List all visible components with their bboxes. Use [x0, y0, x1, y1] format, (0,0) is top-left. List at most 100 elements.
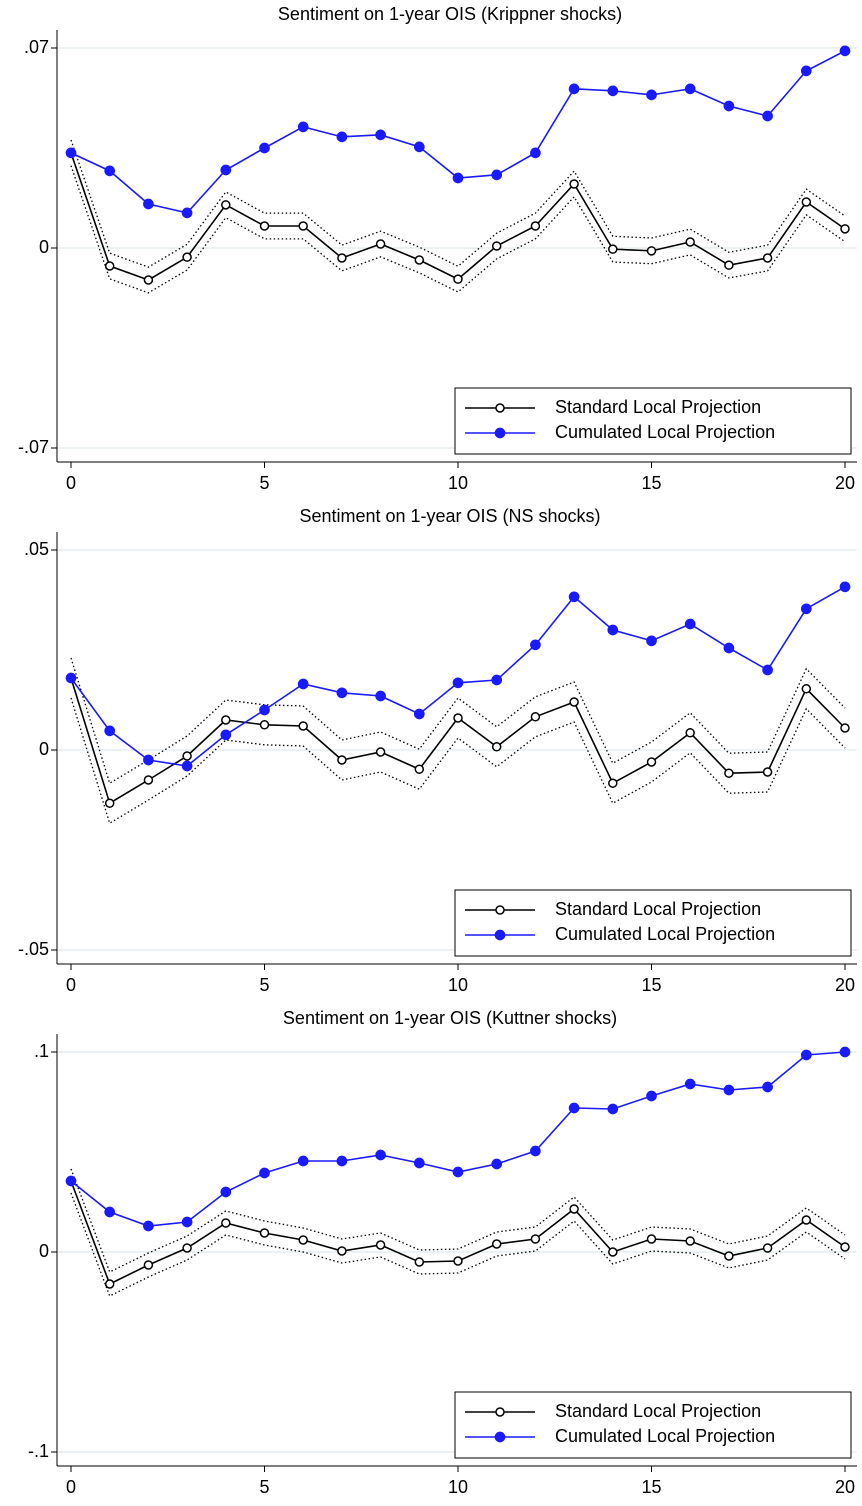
point: [336, 1155, 348, 1167]
point: [684, 618, 696, 630]
point: [453, 274, 463, 284]
x-tick-label: 10: [448, 1477, 468, 1497]
point: [220, 1186, 232, 1198]
y-tick-label: -.05: [18, 939, 49, 959]
point: [452, 1166, 464, 1178]
point: [839, 45, 851, 57]
point: [143, 775, 154, 785]
point: [298, 1235, 308, 1245]
point: [414, 255, 425, 265]
point: [375, 129, 386, 141]
point: [413, 1157, 425, 1169]
legend-marker: [494, 929, 506, 941]
point: [65, 1175, 77, 1187]
point: [259, 1167, 270, 1179]
point: [607, 1103, 619, 1115]
point: [221, 715, 231, 725]
point: [375, 239, 386, 249]
legend-label: Standard Local Projection: [555, 1401, 761, 1421]
point: [762, 664, 773, 676]
point: [491, 674, 503, 686]
point: [530, 147, 541, 159]
point: [221, 200, 231, 210]
legend-marker: [495, 905, 505, 915]
point: [220, 729, 232, 741]
point: [762, 767, 773, 777]
point: [723, 1084, 735, 1096]
point: [491, 742, 502, 752]
x-tick-label: 5: [259, 473, 269, 493]
point: [646, 1234, 657, 1244]
y-tick-label: 0: [39, 1241, 49, 1261]
point: [646, 1090, 657, 1102]
panel: Sentiment on 1-year OIS (Kuttner shocks)…: [28, 1008, 857, 1497]
chart-title: Sentiment on 1-year OIS (Krippner shocks…: [278, 4, 622, 24]
point: [646, 246, 657, 256]
point: [608, 778, 618, 788]
point: [569, 179, 579, 189]
y-tick-label: -.07: [18, 437, 49, 457]
point: [723, 100, 735, 112]
point: [491, 241, 502, 251]
point: [607, 85, 619, 97]
point: [685, 728, 695, 738]
point: [259, 1228, 270, 1238]
x-tick-label: 15: [641, 473, 661, 493]
legend-marker: [495, 1407, 505, 1417]
panel: Sentiment on 1-year OIS (Krippner shocks…: [18, 4, 857, 493]
y-tick-label: .07: [24, 37, 49, 57]
legend-box: [454, 387, 852, 455]
y-tick-label: .05: [24, 539, 49, 559]
point: [491, 1158, 503, 1170]
point: [800, 65, 812, 77]
point: [800, 1049, 812, 1061]
series-line: [70, 677, 846, 805]
point: [375, 1149, 386, 1161]
point: [685, 237, 695, 247]
y-tick-label: 0: [39, 237, 49, 257]
point: [181, 760, 193, 772]
legend-label: Standard Local Projection: [555, 397, 761, 417]
point: [375, 690, 386, 702]
point: [491, 169, 503, 181]
point: [182, 1243, 192, 1253]
chart-title: Sentiment on 1-year OIS (NS shocks): [299, 506, 600, 526]
point: [800, 603, 812, 615]
point: [840, 1242, 850, 1252]
point: [646, 89, 657, 101]
legend-label: Cumulated Local Projection: [555, 924, 775, 944]
point: [530, 712, 541, 722]
series-line: [70, 1051, 846, 1227]
point: [220, 164, 232, 176]
point: [375, 1240, 386, 1250]
point: [182, 252, 192, 262]
point: [259, 704, 270, 716]
x-tick-label: 10: [448, 473, 468, 493]
point: [181, 207, 193, 219]
point: [530, 221, 541, 231]
x-tick-label: 5: [259, 975, 269, 995]
series-line: [70, 586, 846, 767]
point: [297, 121, 309, 133]
point: [723, 642, 735, 654]
point: [375, 747, 386, 757]
point: [298, 721, 308, 731]
ci-upper: [70, 657, 846, 785]
point: [143, 275, 154, 285]
point: [801, 684, 812, 694]
point: [608, 244, 618, 254]
x-tick-label: 0: [66, 473, 76, 493]
x-tick-label: 20: [835, 1477, 855, 1497]
point: [724, 260, 734, 270]
point: [298, 221, 308, 231]
point: [530, 1234, 541, 1244]
point: [104, 165, 116, 177]
point: [143, 1220, 154, 1232]
x-tick-label: 10: [448, 975, 468, 995]
point: [104, 261, 115, 271]
point: [104, 725, 116, 737]
point: [568, 1102, 580, 1114]
point: [839, 1046, 851, 1058]
point: [337, 1246, 347, 1256]
point: [840, 224, 850, 234]
